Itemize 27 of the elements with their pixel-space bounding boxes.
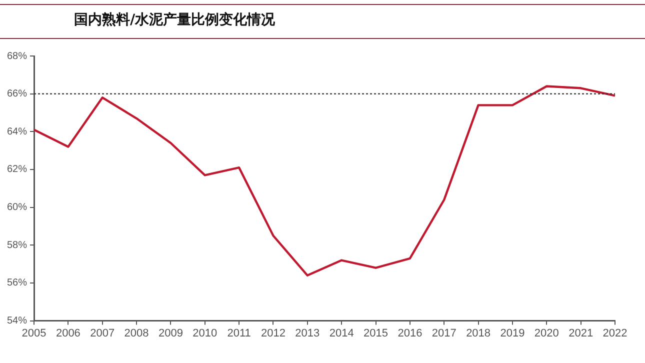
x-tick-label: 2015 [364,327,388,340]
x-tick-label: 2019 [500,327,525,340]
x-tick-label: 2009 [158,327,183,340]
x-tick-label: 2014 [329,327,354,340]
x-tick-label: 2013 [295,327,320,340]
x-tick-label: 2012 [261,327,286,340]
y-tick-label: 68% [7,50,28,62]
x-tick-label: 2011 [227,327,251,340]
y-tick-label: 62% [7,164,28,176]
x-tick-label: 2018 [466,327,491,340]
y-tick-label: 64% [7,126,28,138]
y-tick-label: 56% [7,278,28,289]
y-tick-label: 60% [7,202,28,214]
x-tick-label: 2005 [22,327,46,340]
x-tick-label: 2017 [432,327,456,340]
x-tick-label: 2010 [192,327,218,340]
x-tick-label: 2006 [56,327,80,340]
y-tick-label: 58% [7,240,28,251]
y-tick-label: 66% [7,88,28,100]
x-tick-label: 2008 [124,327,149,340]
x-tick-label: 2022 [602,327,628,340]
x-tick-label: 2021 [568,327,594,340]
x-tick-label: 2016 [398,327,422,340]
x-tick-label: 2020 [534,327,559,340]
x-tick-label: 2007 [90,327,115,340]
chart-title: 国内熟料/水泥产量比例变化情况 [74,11,276,29]
y-tick-label: 54% [7,316,28,327]
